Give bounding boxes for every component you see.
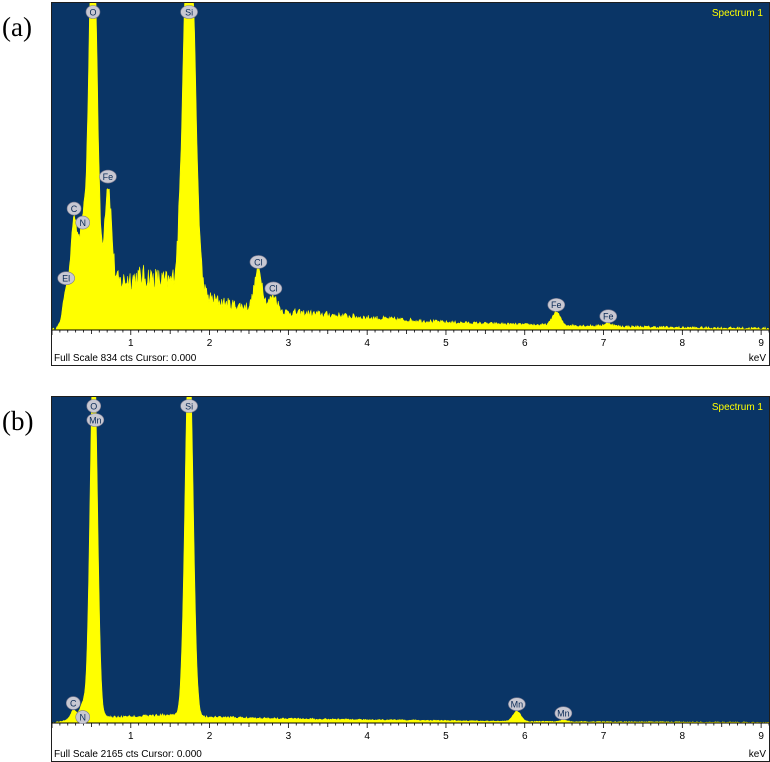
spectrum-chart-a: 1 2 3 4 5 6 7 8 9 Spectrum 1 El CN O Fe Si Cl Cl Fe Fe (52, 3, 769, 365)
spectrum-panel-b: 1 2 3 4 5 6 7 8 9 Spectrum 1 C N O Mn Si Mn Mn Full Scal… (51, 396, 770, 762)
element-label-fe: Fe (99, 169, 117, 184)
svg-text:Fe: Fe (551, 300, 562, 310)
x-tick-label: 3 (286, 731, 292, 742)
svg-text:Cl: Cl (269, 284, 278, 294)
element-label-mn: Mn (86, 413, 105, 427)
svg-text:Mn: Mn (557, 709, 570, 719)
panel-label-a: (a) (2, 12, 32, 42)
spectrum-label: Spectrum 1 (712, 402, 764, 413)
svg-text:Cl: Cl (254, 257, 263, 267)
x-tick-label: 8 (680, 731, 686, 742)
xlabel-b: keV (748, 749, 766, 760)
x-tick-label: 5 (443, 338, 449, 349)
x-tick-label: 2 (207, 338, 213, 349)
svg-text:Si: Si (185, 7, 193, 17)
element-label-mn: Mn (508, 697, 526, 711)
x-tick-label: 6 (522, 731, 528, 742)
panel-label-b: (b) (2, 406, 34, 436)
svg-text:N: N (79, 712, 86, 722)
element-label-cl: Cl (264, 281, 283, 296)
spectrum-chart-b: 1 2 3 4 5 6 7 8 9 Spectrum 1 CN O Mn Si Mn Mn (52, 397, 769, 761)
x-tick-label: 4 (364, 338, 370, 349)
x-tick-label: 9 (758, 338, 764, 349)
element-label-n: N (75, 215, 91, 230)
spectrum-area (52, 3, 769, 331)
x-tick-label: 7 (601, 338, 607, 349)
element-label-si: Si (180, 5, 198, 19)
footer-text-a: Full Scale 834 cts Cursor: 0.000 (54, 353, 197, 364)
x-tick-label: 4 (364, 731, 370, 742)
element-label-o: O (85, 5, 101, 19)
x-tick-label: 1 (128, 731, 134, 742)
spectrum-area (52, 397, 769, 724)
svg-text:Mn: Mn (511, 699, 524, 709)
element-label-fe: Fe (599, 309, 618, 324)
x-tick-label: 6 (522, 338, 528, 349)
axis-strip (52, 330, 769, 365)
svg-text:C: C (71, 204, 78, 214)
element-label-mn: Mn (554, 706, 573, 721)
svg-text:Fe: Fe (103, 172, 114, 182)
footer-text-b: Full Scale 2165 cts Cursor: 0.000 (54, 749, 202, 760)
svg-text:N: N (79, 218, 86, 228)
svg-text:Si: Si (185, 401, 193, 411)
svg-text:El: El (62, 273, 70, 283)
x-tick-label: 5 (443, 731, 449, 742)
svg-text:O: O (89, 7, 96, 17)
x-tick-label: 1 (128, 338, 134, 349)
x-tick-label: 2 (207, 731, 213, 742)
xlabel-a: keV (748, 353, 766, 364)
x-tick-label: 7 (601, 731, 607, 742)
spectrum-panel-a: 1 2 3 4 5 6 7 8 9 Spectrum 1 El C N O Fe Si Cl Cl Fe Fe Ful… (51, 2, 770, 366)
element-label-c: C (65, 696, 81, 710)
element-label-o: O (86, 399, 102, 413)
plot-background (52, 397, 769, 723)
axis-strip (52, 723, 769, 761)
element-label-c: C (66, 201, 82, 216)
plot-background (52, 3, 769, 330)
svg-text:Mn: Mn (89, 415, 102, 425)
element-label-si: Si (180, 399, 198, 413)
svg-text:C: C (70, 698, 77, 708)
element-label-fe: Fe (547, 298, 566, 312)
x-tick-label: 9 (758, 731, 764, 742)
spectrum-label: Spectrum 1 (712, 8, 764, 19)
svg-text:Fe: Fe (603, 312, 614, 322)
x-tick-label: 3 (286, 338, 292, 349)
x-tick-label: 8 (680, 338, 686, 349)
svg-text:O: O (90, 401, 97, 411)
element-label-el: El (57, 271, 75, 285)
element-label-n: N (75, 710, 91, 724)
element-label-cl: Cl (249, 255, 268, 269)
